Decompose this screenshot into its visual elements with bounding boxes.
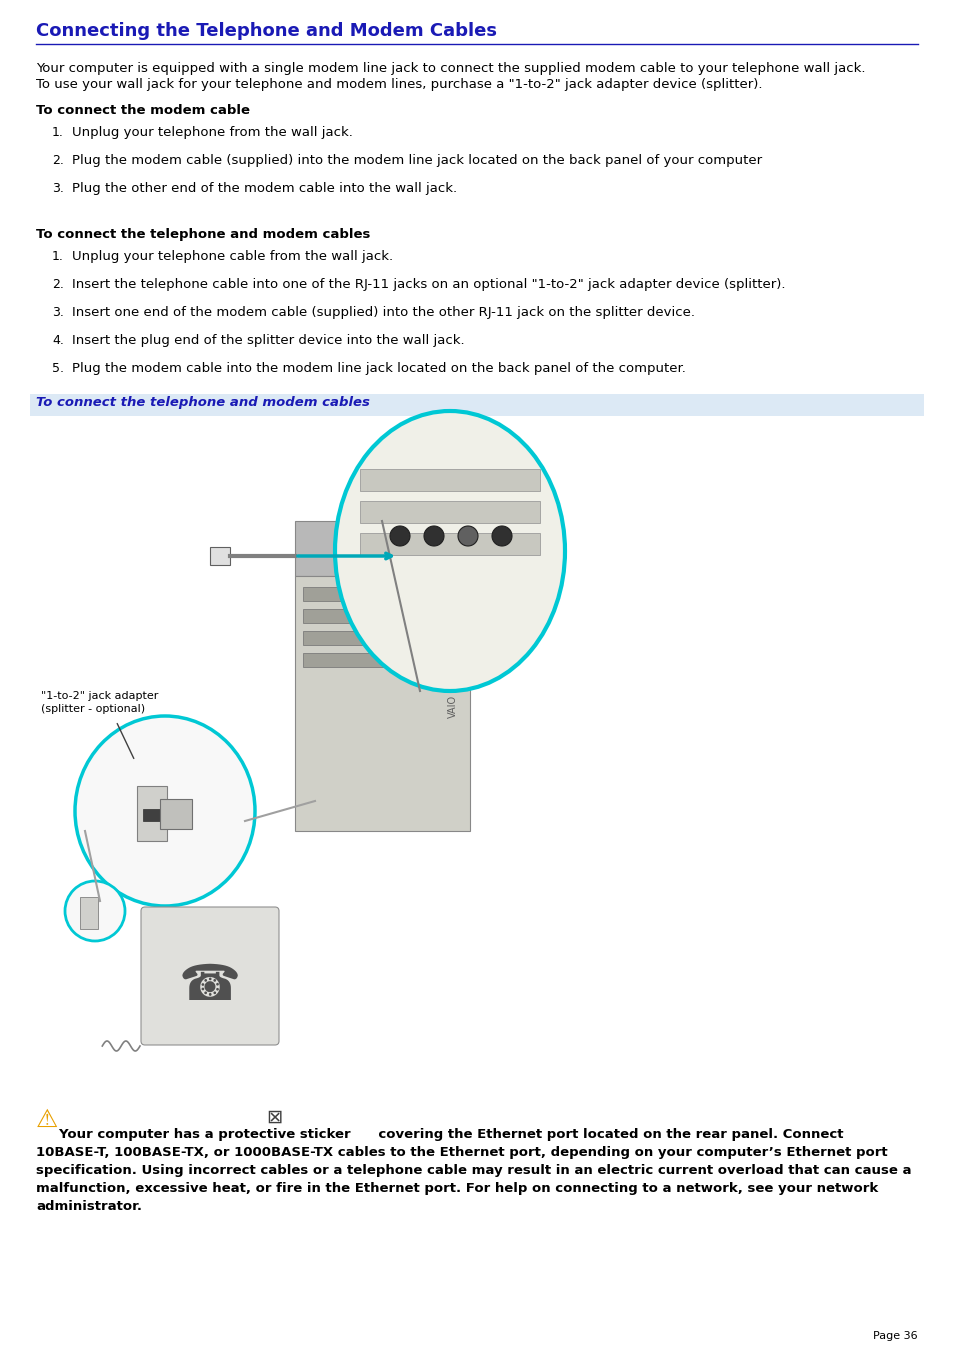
- Circle shape: [423, 526, 443, 546]
- Bar: [359, 469, 539, 490]
- Text: 4.: 4.: [52, 334, 64, 347]
- Bar: [294, 521, 470, 576]
- Text: malfunction, excessive heat, or fire in the Ethernet port. For help on connectin: malfunction, excessive heat, or fire in …: [36, 1182, 878, 1196]
- Text: Page 36: Page 36: [872, 1331, 917, 1342]
- Circle shape: [457, 526, 477, 546]
- Text: To connect the telephone and modem cables: To connect the telephone and modem cable…: [36, 228, 370, 240]
- Text: Insert the telephone cable into one of the RJ-11 jacks on an optional "1-to-2" j: Insert the telephone cable into one of t…: [71, 278, 784, 290]
- Text: ☎: ☎: [178, 962, 241, 1011]
- Bar: [80, 897, 98, 929]
- Ellipse shape: [75, 716, 254, 907]
- Bar: [303, 609, 461, 623]
- Text: To connect the telephone and modem cables: To connect the telephone and modem cable…: [36, 396, 370, 409]
- Text: To use your wall jack for your telephone and modem lines, purchase a "1-to-2" ja: To use your wall jack for your telephone…: [36, 78, 761, 91]
- Text: ⊠: ⊠: [266, 1108, 282, 1127]
- Ellipse shape: [65, 881, 125, 942]
- Text: Unplug your telephone from the wall jack.: Unplug your telephone from the wall jack…: [71, 126, 353, 139]
- Text: (splitter - optional): (splitter - optional): [41, 704, 145, 713]
- Text: specification. Using incorrect cables or a telephone cable may result in an elec: specification. Using incorrect cables or…: [36, 1165, 910, 1177]
- Text: Your computer is equipped with a single modem line jack to connect the supplied : Your computer is equipped with a single …: [36, 62, 864, 76]
- Text: Your computer has a protective sticker      covering the Ethernet port located o: Your computer has a protective sticker c…: [36, 1128, 842, 1142]
- Ellipse shape: [335, 411, 564, 690]
- Circle shape: [390, 526, 410, 546]
- Bar: [160, 798, 192, 830]
- Text: To connect the modem cable: To connect the modem cable: [36, 104, 250, 118]
- Bar: [359, 534, 539, 555]
- Bar: [359, 501, 539, 523]
- Bar: [137, 786, 167, 842]
- Text: 3.: 3.: [52, 305, 64, 319]
- Text: 5.: 5.: [52, 362, 64, 376]
- Circle shape: [492, 526, 512, 546]
- Text: "1-to-2" jack adapter: "1-to-2" jack adapter: [41, 690, 158, 701]
- Text: 3.: 3.: [52, 182, 64, 195]
- Bar: [294, 576, 470, 831]
- Text: ⚠: ⚠: [36, 1108, 58, 1132]
- Bar: [303, 586, 461, 601]
- Text: administrator.: administrator.: [36, 1200, 142, 1213]
- Text: Connecting the Telephone and Modem Cables: Connecting the Telephone and Modem Cable…: [36, 22, 497, 41]
- Text: VAIO: VAIO: [448, 694, 457, 717]
- Bar: [303, 631, 461, 644]
- Bar: [303, 653, 461, 667]
- Text: 2.: 2.: [52, 278, 64, 290]
- Text: Plug the modem cable (supplied) into the modem line jack located on the back pan: Plug the modem cable (supplied) into the…: [71, 154, 761, 168]
- Text: 10BASE-T, 100BASE-TX, or 1000BASE-TX cables to the Ethernet port, depending on y: 10BASE-T, 100BASE-TX, or 1000BASE-TX cab…: [36, 1146, 886, 1159]
- Bar: [210, 547, 230, 565]
- Text: 1.: 1.: [52, 250, 64, 263]
- FancyBboxPatch shape: [141, 907, 278, 1046]
- Text: 1.: 1.: [52, 126, 64, 139]
- Bar: [30, 394, 923, 416]
- Text: Plug the modem cable into the modem line jack located on the back panel of the c: Plug the modem cable into the modem line…: [71, 362, 685, 376]
- Text: Insert the plug end of the splitter device into the wall jack.: Insert the plug end of the splitter devi…: [71, 334, 464, 347]
- Bar: [143, 809, 161, 821]
- Text: Unplug your telephone cable from the wall jack.: Unplug your telephone cable from the wal…: [71, 250, 393, 263]
- Text: Plug the other end of the modem cable into the wall jack.: Plug the other end of the modem cable in…: [71, 182, 456, 195]
- Text: 2.: 2.: [52, 154, 64, 168]
- Text: Insert one end of the modem cable (supplied) into the other RJ-11 jack on the sp: Insert one end of the modem cable (suppl…: [71, 305, 695, 319]
